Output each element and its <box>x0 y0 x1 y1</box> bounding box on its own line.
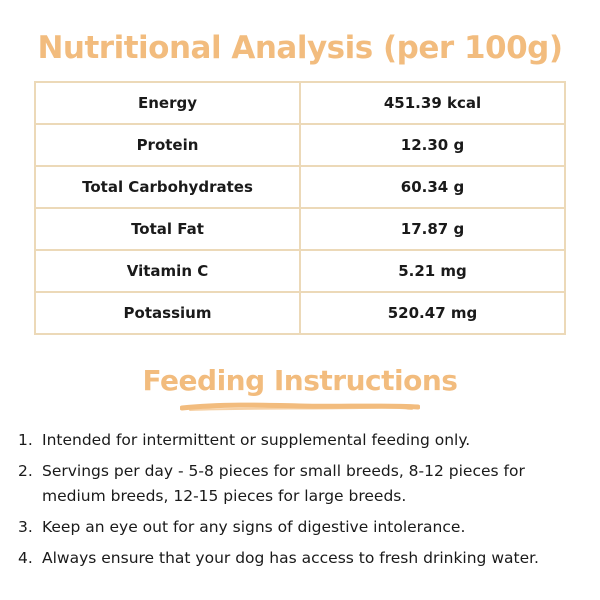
list-item: 2. Servings per day - 5-8 pieces for sma… <box>18 459 588 509</box>
feeding-instructions-list: 1. Intended for intermittent or suppleme… <box>18 428 588 577</box>
instruction-text: Servings per day - 5-8 pieces for small … <box>42 462 525 505</box>
table-row: Energy 451.39 kcal <box>34 81 566 125</box>
nutrient-value: 520.47 mg <box>299 291 566 335</box>
list-number: 3. <box>18 518 33 536</box>
nutritional-analysis-title: Nutritional Analysis (per 100g) <box>37 30 563 66</box>
nutrient-value: 5.21 mg <box>299 249 566 293</box>
table-row: Potassium 520.47 mg <box>34 291 566 335</box>
nutrient-label: Vitamin C <box>34 249 301 293</box>
nutrient-value: 451.39 kcal <box>299 81 566 125</box>
table-row: Vitamin C 5.21 mg <box>34 249 566 293</box>
list-item: 3. Keep an eye out for any signs of dige… <box>18 515 588 540</box>
list-number: 2. <box>18 462 33 480</box>
nutrient-value: 17.87 g <box>299 207 566 251</box>
table-row: Total Fat 17.87 g <box>34 207 566 251</box>
brush-underline-icon <box>180 402 420 411</box>
nutrition-table: Energy 451.39 kcal Protein 12.30 g Total… <box>34 81 566 335</box>
list-item: 4. Always ensure that your dog has acces… <box>18 546 588 571</box>
nutrient-label: Protein <box>34 123 301 167</box>
feeding-instructions-heading: Feeding Instructions <box>142 364 458 397</box>
nutrient-label: Potassium <box>34 291 301 335</box>
instruction-text: Always ensure that your dog has access t… <box>42 549 539 567</box>
table-row: Total Carbohydrates 60.34 g <box>34 165 566 209</box>
instruction-text: Intended for intermittent or supplementa… <box>42 431 471 449</box>
nutrient-label: Energy <box>34 81 301 125</box>
list-item: 1. Intended for intermittent or suppleme… <box>18 428 588 453</box>
table-row: Protein 12.30 g <box>34 123 566 167</box>
nutrient-label: Total Carbohydrates <box>34 165 301 209</box>
nutrient-label: Total Fat <box>34 207 301 251</box>
list-number: 1. <box>18 431 33 449</box>
instruction-text: Keep an eye out for any signs of digesti… <box>42 518 466 536</box>
nutrient-value: 60.34 g <box>299 165 566 209</box>
nutrient-value: 12.30 g <box>299 123 566 167</box>
list-number: 4. <box>18 549 33 567</box>
